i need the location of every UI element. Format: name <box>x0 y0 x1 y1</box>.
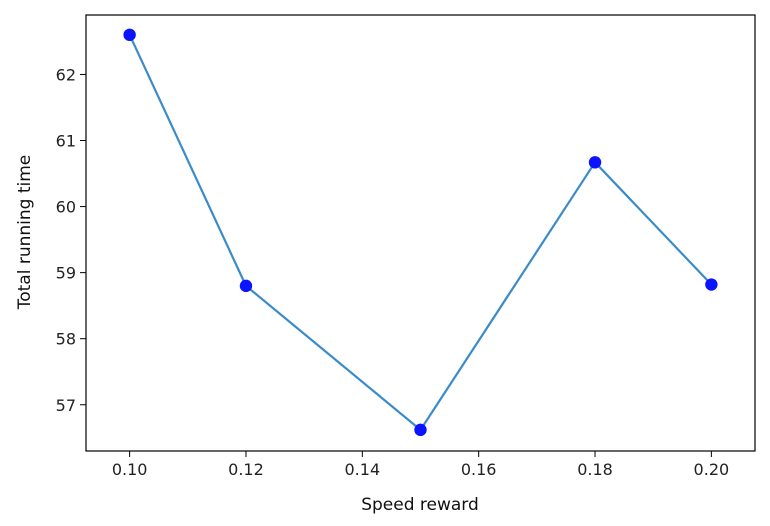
x-axis-label: Speed reward <box>361 495 479 515</box>
data-point <box>239 279 253 293</box>
axes-frame <box>85 14 756 452</box>
x-tick-label: 0.20 <box>694 460 730 479</box>
x-tick-label: 0.12 <box>228 460 264 479</box>
y-axis-label: Total running time <box>15 155 35 311</box>
plot-area <box>123 28 718 437</box>
data-point <box>414 423 427 437</box>
data-point <box>705 278 718 291</box>
x-tick-label: 0.14 <box>345 460 381 479</box>
data-point <box>123 28 136 42</box>
data-point <box>588 156 602 169</box>
x-tick-label: 0.10 <box>112 460 148 479</box>
y-tick-label: 60 <box>56 198 76 217</box>
x-tick-label: 0.16 <box>461 460 497 479</box>
y-tick-label: 57 <box>56 396 76 415</box>
x-tick-label: 0.18 <box>577 460 613 479</box>
axes: 0.10 0.12 0.14 0.16 0.18 0.20 57 58 59 60 61 62 <box>56 14 756 479</box>
y-tick-label: 62 <box>56 65 76 84</box>
y-tick-label: 59 <box>56 264 76 283</box>
y-tick-label: 61 <box>56 132 76 151</box>
y-tick-label: 58 <box>56 330 76 349</box>
